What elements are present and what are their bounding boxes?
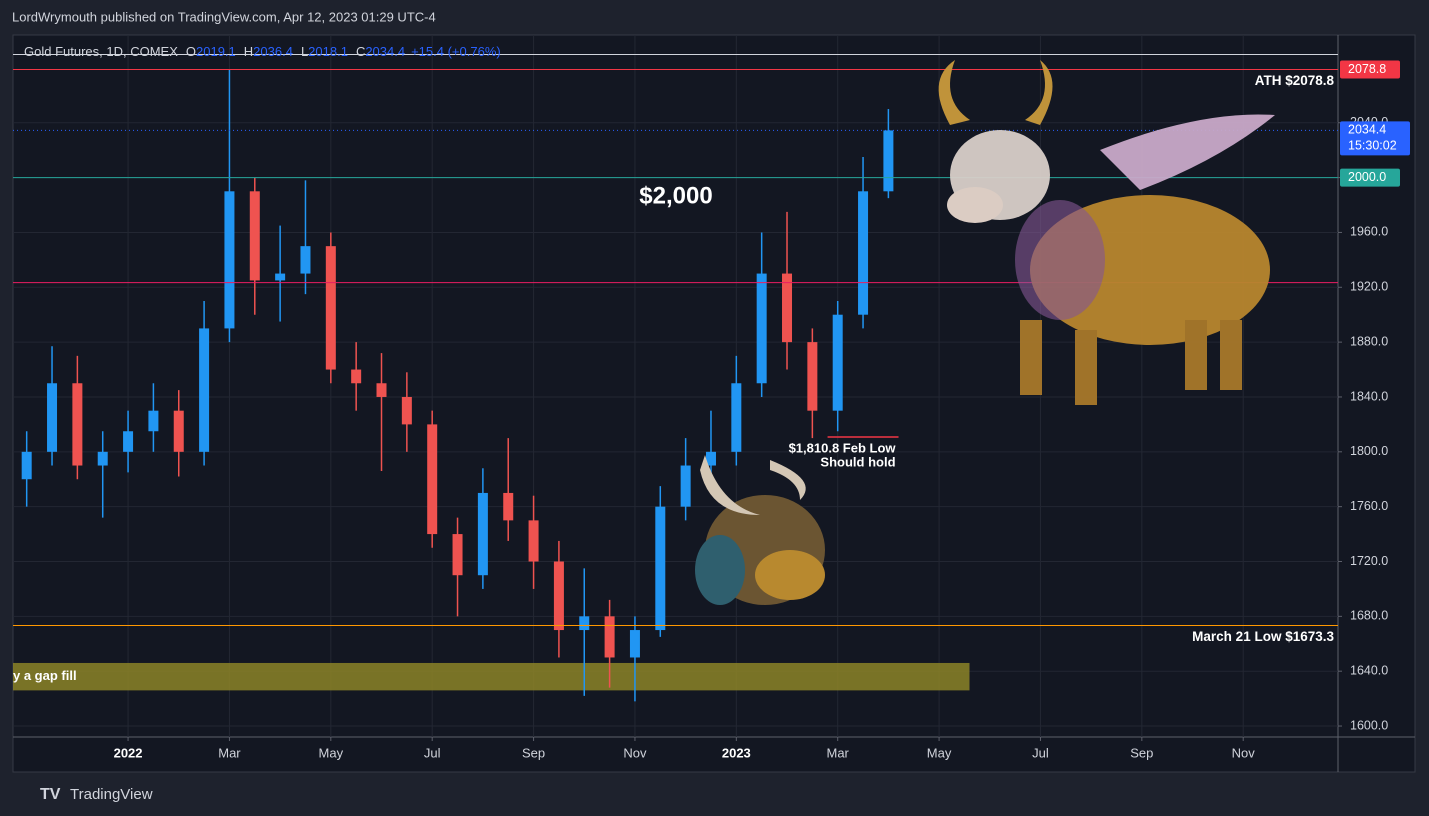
candle-body	[680, 465, 691, 507]
plot: 1600.0 1640.0 1680.0 1720.0 1760.0 1800.0 1840…	[13, 35, 1410, 760]
x-tick-label: May	[319, 745, 344, 760]
byline: LordWrymouth published on TradingView.co…	[12, 9, 436, 24]
candle-body	[401, 396, 412, 425]
candle-body	[477, 492, 488, 576]
candle-body	[427, 424, 438, 535]
level-price-label: 2078.8	[1348, 62, 1386, 76]
legend: Gold Futures, 1D, COMEX O2019.1 H2036.4 L20…	[24, 44, 501, 59]
candle-body	[72, 383, 83, 466]
candle-body	[858, 191, 869, 315]
candle-body	[604, 616, 615, 658]
candle-body	[883, 130, 894, 192]
candle-body	[579, 616, 590, 631]
current-price-label: 2034.4	[1348, 123, 1386, 137]
candle-body	[351, 369, 362, 384]
candle-body	[629, 630, 640, 658]
x-tick-label: 2022	[114, 745, 143, 760]
legend-field-label: H	[244, 44, 253, 59]
legend-field-value: 2034.4	[365, 44, 405, 59]
level-annotation: ATH $2078.8	[1255, 73, 1335, 88]
callout: $2,000	[639, 182, 712, 209]
y-tick-label: 1960.0	[1350, 225, 1388, 239]
legend-field-value: 2019.1	[196, 44, 236, 59]
candle-body	[123, 431, 134, 452]
legend-field-label: C	[356, 44, 365, 59]
candle-body	[173, 410, 184, 452]
legend-field-label: O	[186, 44, 196, 59]
bull-illustration	[938, 60, 1275, 405]
x-tick-label: Nov	[1232, 745, 1256, 760]
candle-body	[503, 492, 514, 521]
countdown-label: 15:30:02	[1348, 139, 1397, 153]
legend-symbol: Gold Futures, 1D, COMEX	[24, 44, 178, 59]
brand: TradingView	[70, 786, 153, 803]
x-tick-label: Jul	[424, 745, 441, 760]
x-tick-label: May	[927, 745, 952, 760]
candle-body	[782, 273, 793, 343]
legend-change: +15.4 (+0.76%)	[411, 44, 501, 59]
y-tick-label: 1760.0	[1350, 499, 1388, 513]
y-tick-label: 1680.0	[1350, 609, 1388, 623]
candle-body	[224, 191, 235, 329]
brand-logo: TV	[40, 786, 61, 803]
current-price-box	[1340, 121, 1410, 156]
bull-head-illustration	[695, 455, 825, 605]
candle-body	[275, 273, 286, 281]
candle-body	[47, 383, 58, 452]
candle-body	[756, 273, 767, 384]
candle-body	[655, 506, 666, 631]
y-tick-label: 1600.0	[1350, 718, 1388, 732]
feb-low-annotation: $1,810.8 Feb Low	[789, 440, 897, 455]
level-annotation: March 21 Low $1673.3	[1192, 629, 1334, 644]
y-tick-label: 1640.0	[1350, 663, 1388, 677]
candle-body	[300, 246, 311, 274]
y-tick-label: 1800.0	[1350, 444, 1388, 458]
y-tick-label: 1880.0	[1350, 334, 1388, 348]
x-tick-label: Mar	[218, 745, 241, 760]
candle-body	[553, 561, 564, 631]
candle-body	[452, 534, 463, 576]
candle-body	[148, 410, 159, 432]
candle-body	[705, 451, 716, 466]
candle-body	[325, 246, 336, 370]
y-tick-label: 1720.0	[1350, 554, 1388, 568]
gap-annotation: y a gap fill	[13, 668, 77, 683]
legend-field-value: 2018.1	[308, 44, 348, 59]
candle-body	[731, 383, 742, 452]
candle-body	[376, 383, 387, 397]
x-tick-label: Mar	[827, 745, 850, 760]
y-tick-label: 1920.0	[1350, 280, 1388, 294]
candle-body	[199, 328, 210, 452]
x-tick-label: 2023	[722, 745, 751, 760]
legend-field-value: 2036.4	[253, 44, 293, 59]
x-tick-label: Nov	[623, 745, 647, 760]
x-tick-label: Sep	[1130, 745, 1153, 760]
legend-field-label: L	[301, 44, 308, 59]
level-price-label: 2000.0	[1348, 170, 1386, 184]
candle-body	[21, 451, 32, 480]
candle-body	[249, 191, 260, 281]
candle-body	[528, 520, 539, 562]
level-price-box	[1340, 168, 1400, 187]
candle-body	[807, 342, 818, 411]
candle-body	[832, 314, 843, 411]
level-price-box	[1340, 60, 1400, 79]
gap-band	[13, 662, 970, 691]
x-tick-label: Jul	[1032, 745, 1049, 760]
y-tick-label: 1840.0	[1350, 389, 1388, 403]
x-tick-label: Sep	[522, 745, 545, 760]
candle-body	[97, 451, 108, 466]
feb-low-annotation: Should hold	[820, 454, 895, 469]
